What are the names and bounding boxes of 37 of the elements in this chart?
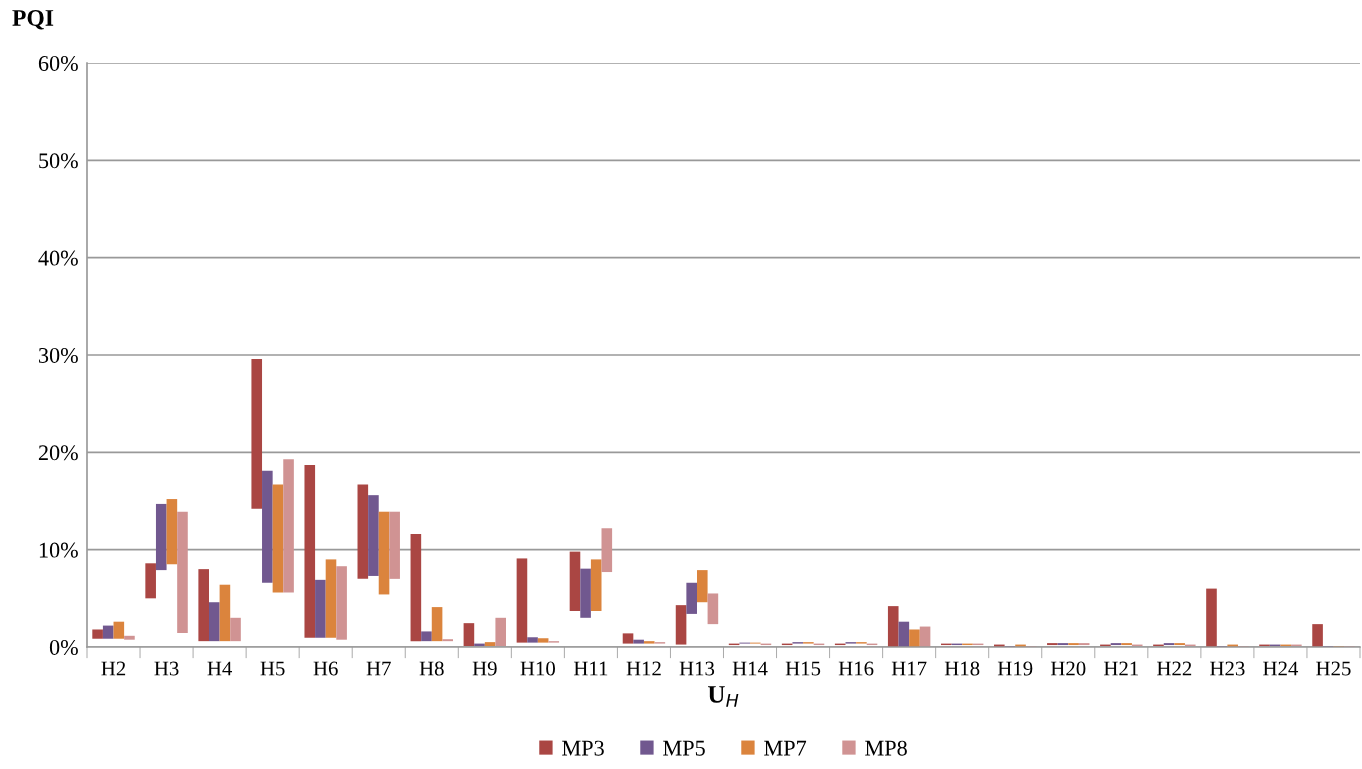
y-tick-label: 60% bbox=[38, 55, 78, 71]
legend-label: MP5 bbox=[663, 740, 705, 756]
x-tick-label: H5 bbox=[260, 661, 285, 676]
x-tick-label: H20 bbox=[1050, 661, 1086, 676]
x-tick-label: H10 bbox=[520, 661, 555, 676]
legend-label: MP3 bbox=[562, 740, 604, 756]
legend-label: MP8 bbox=[865, 740, 907, 756]
x-tick-label: H11 bbox=[573, 661, 608, 676]
x-tick-label: H18 bbox=[944, 661, 980, 676]
y-tick-label: 30% bbox=[39, 347, 78, 363]
x-tick-label: H9 bbox=[472, 661, 497, 676]
x-tick-label: H7 bbox=[366, 661, 391, 676]
x-tick-label: H13 bbox=[679, 661, 715, 676]
x-tick-label: H24 bbox=[1263, 661, 1299, 676]
y-tick-label: 40% bbox=[38, 250, 78, 266]
y-tick-label: 10% bbox=[39, 542, 78, 558]
x-tick-label: H4 bbox=[207, 661, 233, 676]
x-tick-label: H17 bbox=[891, 661, 927, 676]
x-tick-label: H3 bbox=[154, 661, 179, 676]
x-tick-label: H14 bbox=[732, 661, 768, 676]
x-tick-label: H25 bbox=[1316, 661, 1351, 676]
x-tick-label: H16 bbox=[838, 661, 874, 676]
x-tick-label: H2 bbox=[101, 661, 126, 676]
x-axis-title: U$_{H}$ bbox=[708, 686, 739, 707]
x-tick-label: H22 bbox=[1157, 661, 1192, 676]
x-tick-label: H23 bbox=[1210, 661, 1245, 676]
x-tick-label: H12 bbox=[626, 661, 661, 676]
y-tick-label: 0% bbox=[49, 639, 78, 655]
y-tick-label: 20% bbox=[38, 445, 78, 461]
x-tick-label: H8 bbox=[419, 661, 444, 676]
y-axis-title: PQI bbox=[12, 10, 54, 30]
x-tick-label: H6 bbox=[313, 661, 338, 676]
x-tick-label: H21 bbox=[1103, 661, 1138, 676]
x-tick-label: H19 bbox=[997, 661, 1033, 676]
y-tick-label: 50% bbox=[39, 153, 78, 169]
x-tick-label: H15 bbox=[785, 661, 821, 676]
legend-label: MP7 bbox=[764, 740, 807, 756]
